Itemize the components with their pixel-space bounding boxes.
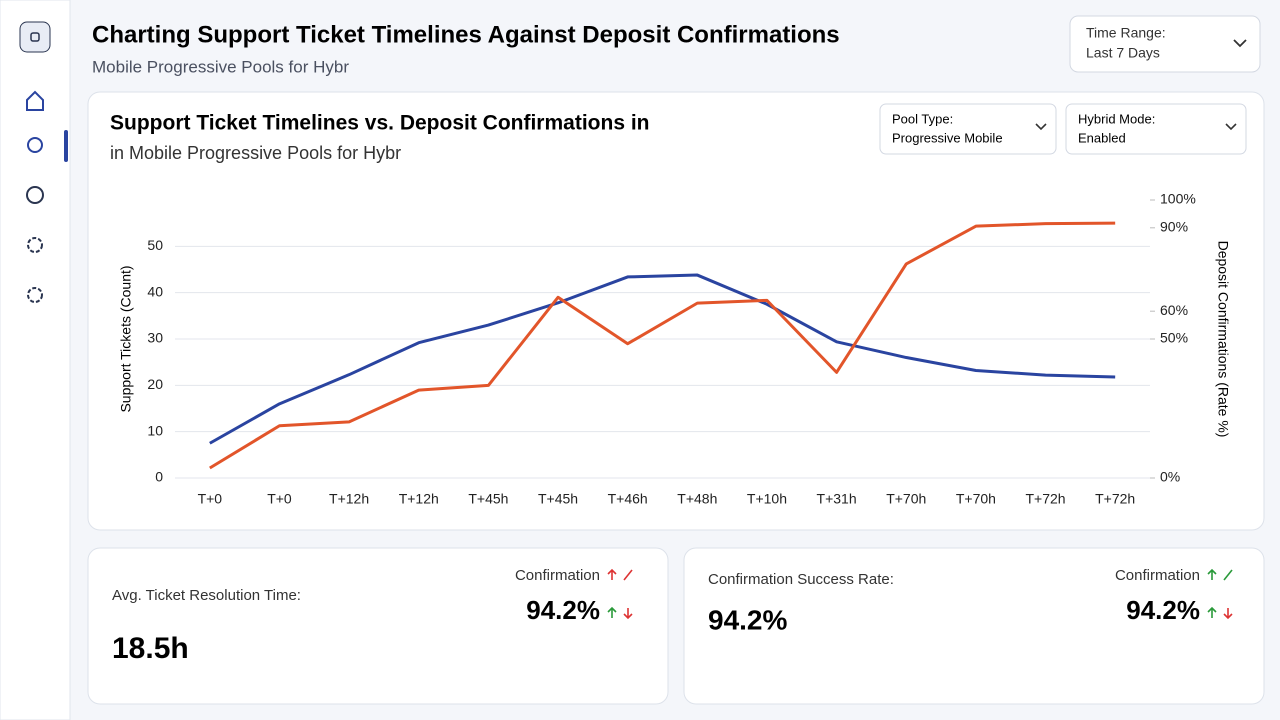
home-icon[interactable] <box>26 90 44 111</box>
trend-down-icon <box>1223 608 1233 620</box>
x-tick-label: T+45h <box>538 491 578 507</box>
kpi-card <box>683 547 1265 705</box>
y2-tick-label: 0% <box>1160 469 1180 485</box>
y-tick-label: 0 <box>155 469 163 485</box>
logo-glyph <box>30 32 40 42</box>
series-line <box>209 273 1116 445</box>
x-tick-label: T+72h <box>1095 491 1135 507</box>
dropdown-value: Last 7 Days <box>1086 45 1160 61</box>
page-subtitle: Mobile Progressive Pools for Hybr <box>92 57 349 76</box>
kpi-side-value: 94.2% <box>526 595 600 625</box>
chevron <box>1225 123 1237 131</box>
y-axis-label: Support Tickets (Count) <box>118 265 134 412</box>
settings-icon[interactable] <box>27 287 43 303</box>
y2-axis-label: Deposit Confirmations (Rate %) <box>1215 241 1231 438</box>
kpi-value: 94.2% <box>708 604 787 635</box>
x-tick-label: T+70h <box>886 491 926 507</box>
trend-icon <box>1223 569 1233 581</box>
chart-title: Support Ticket Timelines vs. Deposit Con… <box>110 112 650 135</box>
trend-down-icon <box>623 608 633 620</box>
active-indicator <box>64 130 68 162</box>
chart-subtitle: in Mobile Progressive Pools for Hybr <box>110 143 401 163</box>
y-tick-label: 20 <box>147 376 163 392</box>
trend-up-icon <box>1207 568 1217 580</box>
filter-value: Enabled <box>1078 130 1126 145</box>
x-tick-label: T+0 <box>267 491 292 507</box>
x-tick-label: T+10h <box>747 491 787 507</box>
dropdown-label: Time Range: <box>1086 25 1166 41</box>
chevron <box>1233 39 1247 48</box>
kpi-side-label: Confirmation <box>515 567 600 584</box>
settings-icon[interactable] <box>27 237 43 253</box>
logo-icon[interactable] <box>19 21 51 53</box>
trend-up-icon <box>607 568 617 580</box>
hybrid-mode-filter[interactable] <box>1065 103 1247 155</box>
kpi-card <box>87 547 669 705</box>
plot: 0 10 20 30 40 50 0% 50% 60% 90% 100% T+0 T+0 T+12h T+1… <box>118 191 1232 507</box>
trend-up-icon <box>607 606 617 618</box>
chart-card <box>87 91 1265 531</box>
y2-tick-label: 90% <box>1160 219 1188 235</box>
y-tick-label: 40 <box>147 283 163 299</box>
trend-icon <box>623 569 633 581</box>
y2-tick-label: 60% <box>1160 302 1188 318</box>
x-tick-label: T+72h <box>1025 491 1065 507</box>
x-tick-label: T+12h <box>399 491 439 507</box>
series-line <box>209 221 1116 470</box>
chevron <box>1035 123 1047 131</box>
x-tick-label: T+31h <box>817 491 857 507</box>
y-tick-label: 50 <box>147 237 163 253</box>
y-tick-label: 10 <box>147 422 163 438</box>
kpi-label: Avg. Ticket Resolution Time: <box>112 587 301 604</box>
x-tick-label: T+46h <box>608 491 648 507</box>
x-tick-label: T+70h <box>956 491 996 507</box>
kpi-label: Confirmation Success Rate: <box>708 571 894 588</box>
kpi-side-label: Confirmation <box>1115 567 1200 584</box>
kpi-side-value: 94.2% <box>1126 595 1200 625</box>
x-tick-label: T+12h <box>329 491 369 507</box>
sidebar <box>0 0 71 720</box>
y-tick-label: 30 <box>147 330 163 346</box>
filter-value: Progressive Mobile <box>892 130 1003 145</box>
x-tick-label: T+48h <box>677 491 717 507</box>
x-tick-label: T+0 <box>198 491 223 507</box>
filter-label: Pool Type: <box>892 111 953 126</box>
chart-icon[interactable] <box>26 186 44 204</box>
kpi-value: 18.5h <box>112 632 189 665</box>
trend-up-icon <box>1207 606 1217 618</box>
y2-tick-label: 100% <box>1160 191 1196 207</box>
filter-label: Hybrid Mode: <box>1078 111 1155 126</box>
user-icon[interactable] <box>27 137 43 153</box>
pool-type-filter[interactable] <box>879 103 1057 155</box>
time-range-dropdown[interactable] <box>1069 15 1261 73</box>
x-tick-label: T+45h <box>468 491 508 507</box>
page-title: Charting Support Ticket Timelines Agains… <box>92 21 840 48</box>
y2-tick-label: 50% <box>1160 330 1188 346</box>
